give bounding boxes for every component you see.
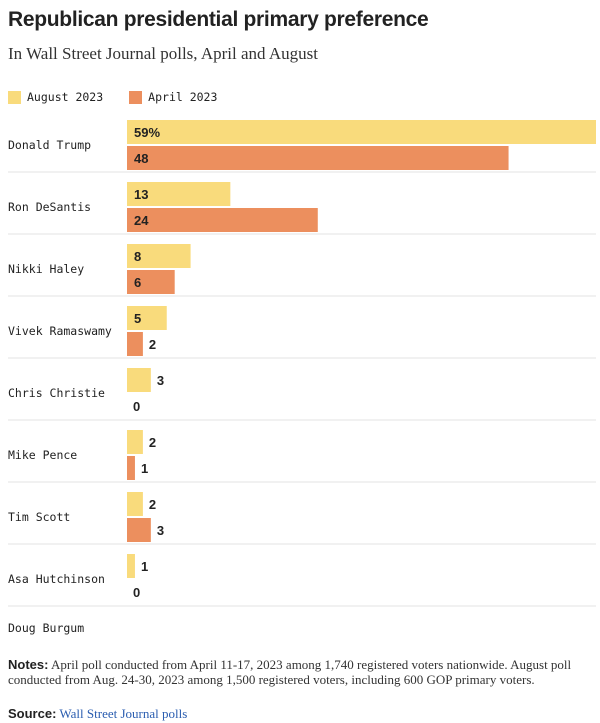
- bar-april-mike-pence: [127, 456, 135, 480]
- chart-subtitle: In Wall Street Journal polls, April and …: [8, 44, 318, 63]
- bar-august-mike-pence: [127, 430, 143, 454]
- bar-august-ron-desantis: [127, 182, 231, 206]
- legend-item-august: August 2023: [8, 90, 103, 104]
- value-label-april-doug-burgum: 0: [133, 647, 140, 648]
- value-label-august-tim-scott: 2: [149, 497, 156, 512]
- legend-label-august: August 2023: [27, 90, 104, 104]
- value-label-august-ron-desantis: 13: [134, 187, 148, 202]
- value-label-april-vivek-ramaswamy: 2: [149, 337, 156, 352]
- value-label-april-mike-pence: 1: [141, 461, 148, 476]
- bar-april-donald-trump: [127, 146, 509, 170]
- notes-text: April poll conducted from April 11-17, 2…: [8, 657, 572, 687]
- value-label-august-vivek-ramaswamy: 5: [134, 311, 141, 326]
- bar-april-ron-desantis: [127, 208, 318, 232]
- legend-label-april: April 2023: [148, 90, 218, 104]
- value-label-april-nikki-haley: 6: [134, 275, 141, 290]
- category-label-chris-christie: Chris Christie: [8, 386, 105, 400]
- chart-notes: Notes: April poll conducted from April 1…: [8, 657, 592, 687]
- bar-april-nikki-haley: [127, 270, 175, 294]
- category-label-tim-scott: Tim Scott: [8, 510, 70, 524]
- bar-april-vivek-ramaswamy: [127, 332, 143, 356]
- value-label-august-donald-trump: 59%: [134, 125, 160, 140]
- notes-label: Notes:: [8, 657, 49, 672]
- category-label-mike-pence: Mike Pence: [8, 448, 77, 462]
- bar-august-vivek-ramaswamy: [127, 306, 167, 330]
- chart-title: Republican presidential primary preferen…: [8, 8, 429, 31]
- bar-august-chris-christie: [127, 368, 151, 392]
- category-label-nikki-haley: Nikki Haley: [8, 262, 84, 276]
- value-label-april-tim-scott: 3: [157, 523, 164, 538]
- legend-swatch-august: [8, 90, 21, 104]
- category-label-asa-hutchinson: Asa Hutchinson: [8, 572, 105, 586]
- category-label-doug-burgum: Doug Burgum: [8, 621, 84, 635]
- value-label-april-chris-christie: 0: [133, 399, 140, 414]
- value-label-april-asa-hutchinson: 0: [133, 585, 140, 600]
- legend: August 2023 April 2023: [8, 90, 217, 104]
- value-label-april-ron-desantis: 24: [134, 213, 149, 228]
- legend-item-april: April 2023: [129, 90, 217, 104]
- bar-august-tim-scott: [127, 492, 143, 516]
- value-label-april-donald-trump: 48: [134, 151, 148, 166]
- bar-august-nikki-haley: [127, 244, 191, 268]
- category-label-ron-desantis: Ron DeSantis: [8, 200, 91, 214]
- chart-source: Source: Wall Street Journal polls: [8, 706, 187, 722]
- category-label-donald-trump: Donald Trump: [8, 138, 91, 152]
- category-label-vivek-ramaswamy: Vivek Ramaswamy: [8, 324, 112, 338]
- source-link[interactable]: Wall Street Journal polls: [59, 706, 188, 721]
- value-label-august-nikki-haley: 8: [134, 249, 141, 264]
- value-label-august-chris-christie: 3: [157, 373, 164, 388]
- legend-swatch-april: [129, 90, 143, 104]
- bar-april-tim-scott: [127, 518, 151, 542]
- value-label-august-mike-pence: 2: [149, 435, 156, 450]
- value-label-august-asa-hutchinson: 1: [141, 559, 148, 574]
- source-label: Source:: [8, 706, 57, 721]
- bar-august-donald-trump: [127, 120, 596, 144]
- bar-august-asa-hutchinson: [127, 554, 135, 578]
